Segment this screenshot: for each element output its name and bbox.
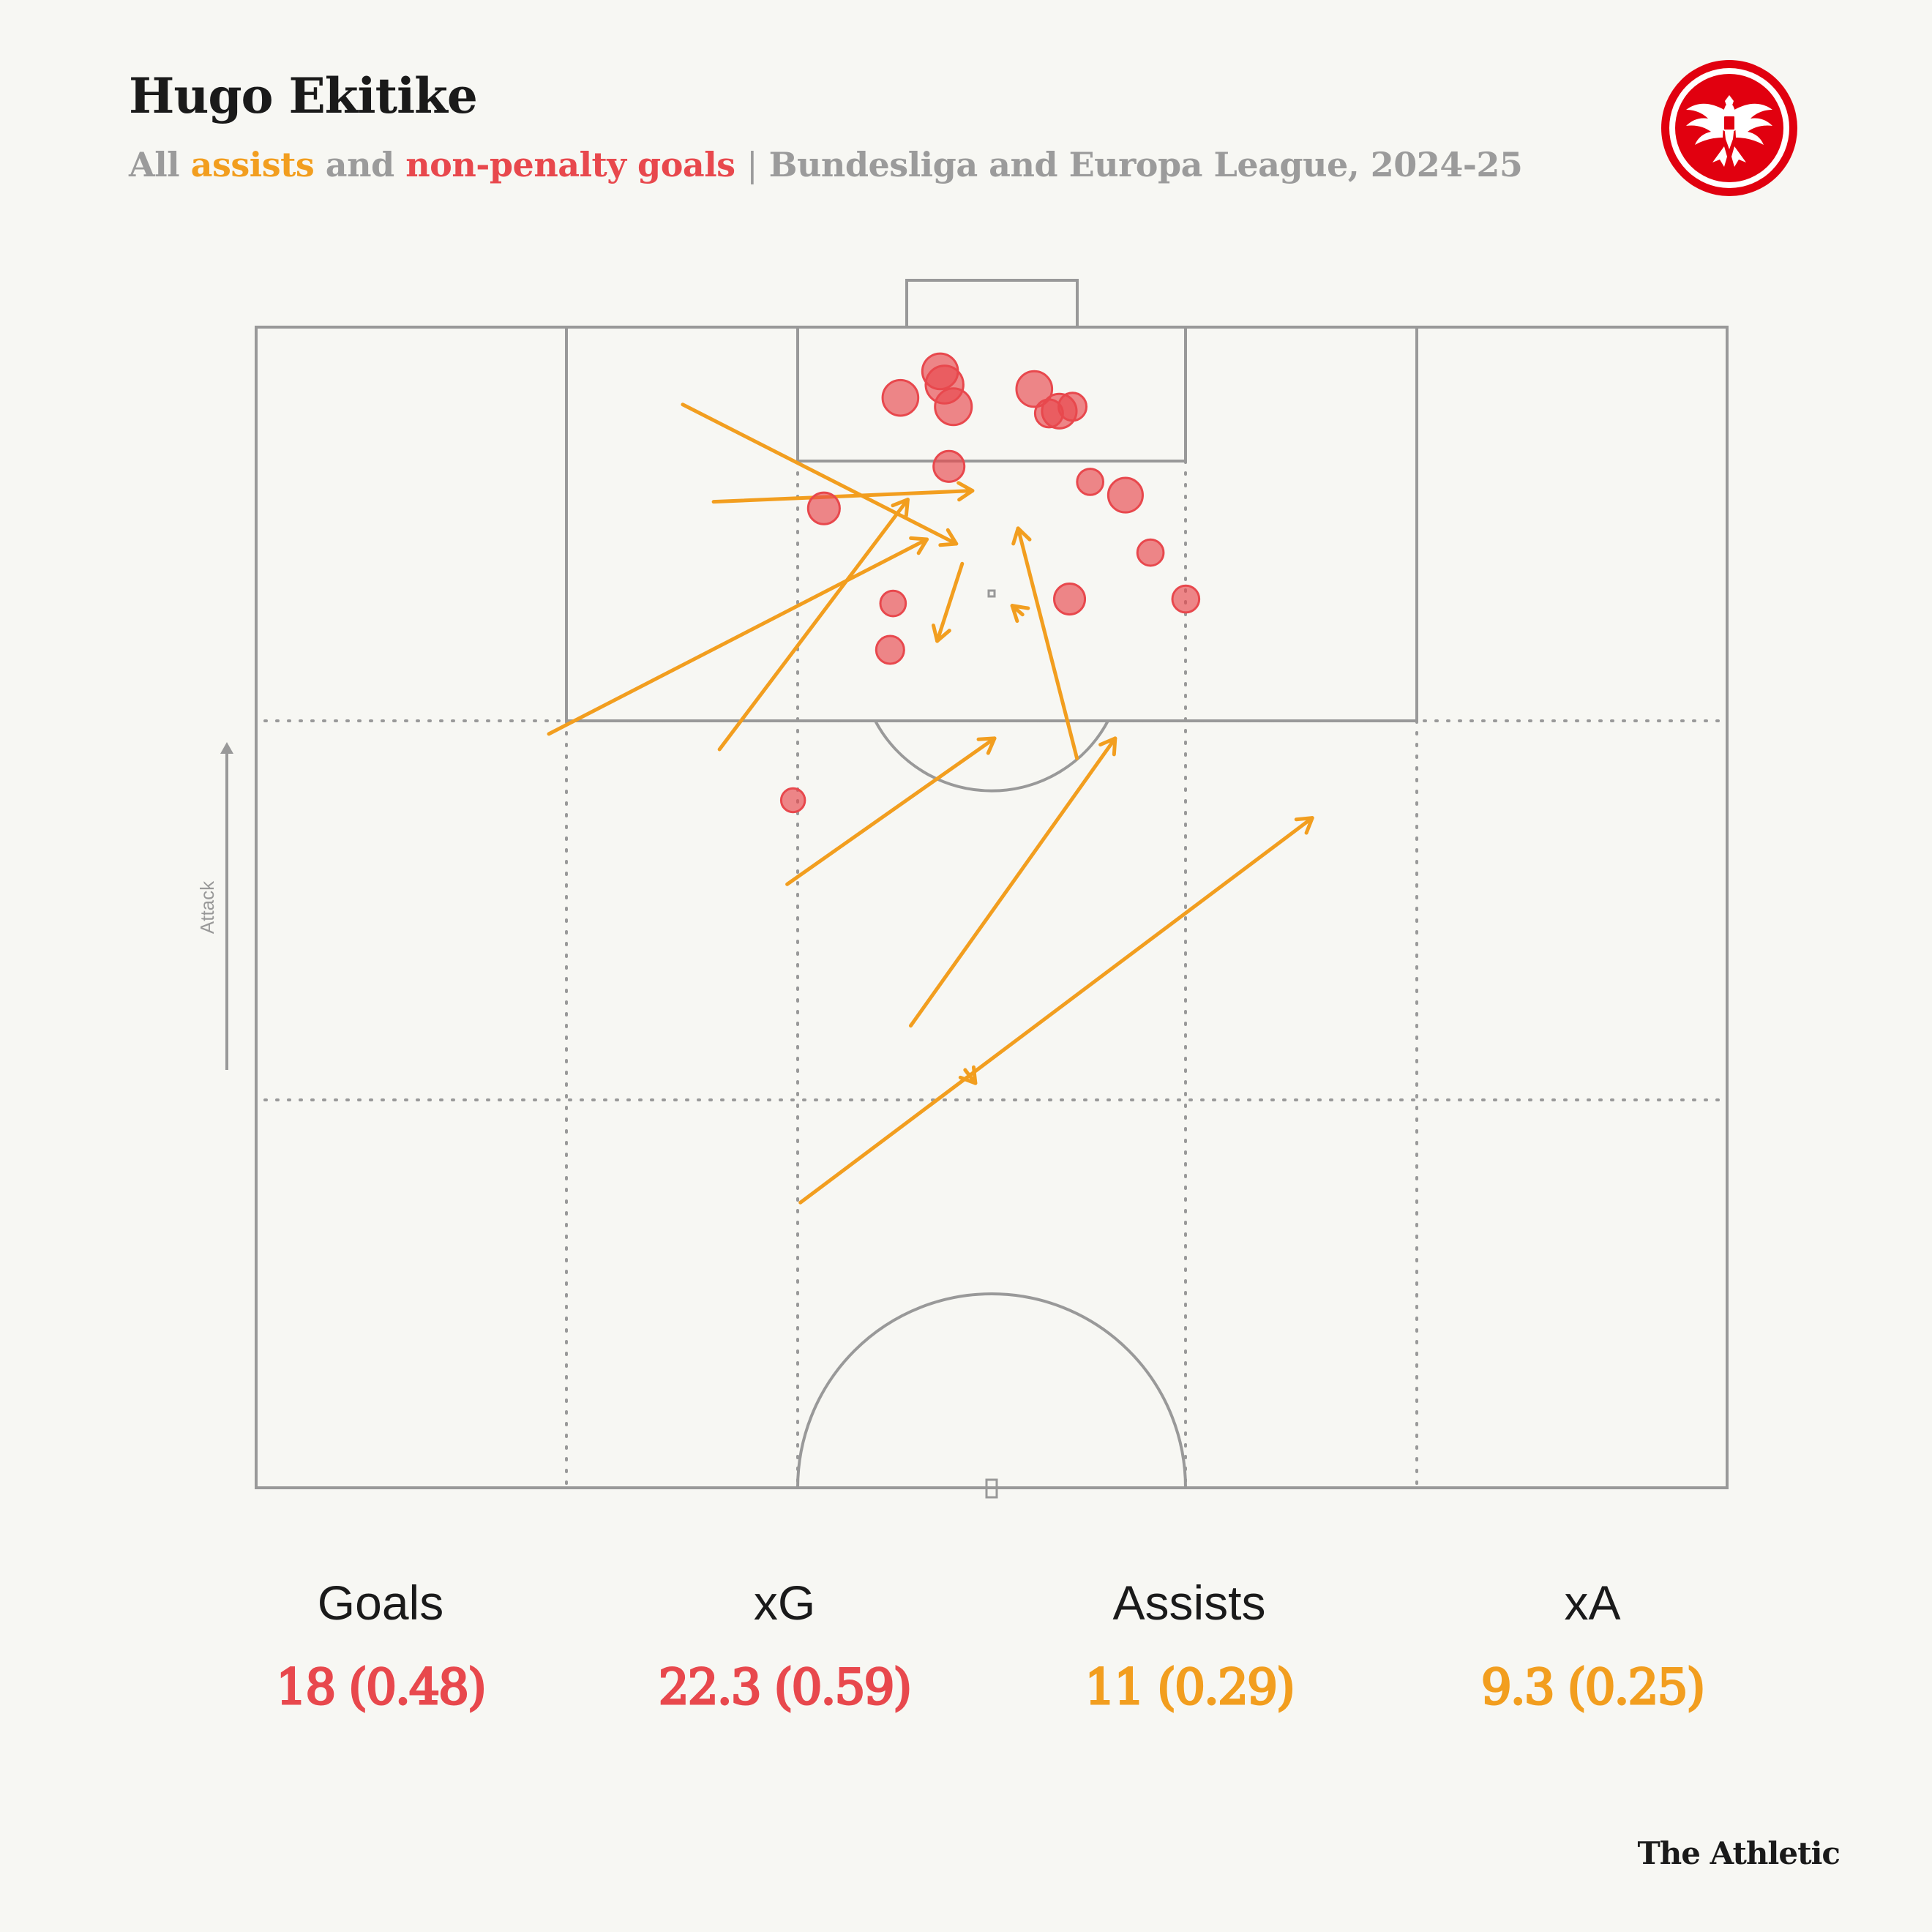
assist-arrowhead — [1098, 736, 1117, 757]
the-athletic-logo: The Athletic — [1637, 1835, 1841, 1871]
stat-label: xG — [753, 1576, 816, 1630]
goal-shot-dot — [1107, 476, 1144, 514]
stat-xg: xG 22.3 (0.59) — [602, 1573, 967, 1717]
goal-shot-dot — [779, 787, 806, 814]
assist-arrow — [798, 816, 1314, 1205]
goal-shot-dot — [1171, 584, 1201, 614]
stat-value: 22.3 (0.59) — [657, 1658, 913, 1717]
assist-arrowhead — [1294, 816, 1314, 835]
assist-arrow — [1010, 604, 1030, 624]
goal-shot-dot — [1053, 583, 1087, 616]
assist-arrow — [1011, 526, 1079, 760]
stat-value: 18 (0.48) — [275, 1658, 487, 1717]
assist-arrowhead — [958, 1065, 978, 1085]
subtitle-goals-legend: non-penalty goals — [405, 145, 735, 184]
stat-label: xA — [1564, 1576, 1621, 1630]
assist-line — [681, 402, 959, 546]
goal-shot-dot — [1076, 468, 1105, 496]
centre-circle — [796, 1292, 1187, 1489]
assist-line — [785, 736, 997, 886]
assist-arrow — [717, 498, 910, 752]
subtitle-competition: Bundesliga and Europa League, 2024-25 — [768, 145, 1523, 184]
stat-label: Goals — [317, 1576, 444, 1630]
assist-arrowhead — [976, 736, 997, 755]
goal-shot-dot — [879, 589, 907, 618]
subtitle-all: All — [129, 145, 180, 184]
goal-shot-dot — [875, 634, 905, 665]
assist-arrow — [958, 1065, 978, 1085]
assist-line — [717, 498, 910, 752]
assist-line — [711, 489, 975, 504]
goal — [905, 279, 1079, 329]
goal-shot-dot — [881, 378, 920, 417]
stat-assists: Assists 11 (0.29) — [1006, 1573, 1372, 1717]
goal-shot-dot — [932, 449, 966, 483]
pitch-lines — [255, 279, 1729, 1499]
assist-arrowhead — [1011, 526, 1032, 546]
stats-row: Goals 18 (0.48) xG 22.3 (0.59) Assists 1… — [0, 1573, 1932, 1756]
subtitle-separator: | — [746, 145, 758, 184]
subtitle-assists-legend: assists — [190, 145, 315, 184]
goal-shot-dot — [806, 491, 841, 525]
penalty-spot — [987, 589, 996, 598]
penalty-arc — [874, 720, 1109, 793]
stat-value: 9.3 (0.25) — [1480, 1658, 1706, 1717]
assist-line — [908, 736, 1117, 1028]
centre-spot — [985, 1478, 998, 1499]
assist-arrowhead — [938, 528, 959, 547]
assist-arrowhead — [909, 536, 929, 555]
assist-arrowhead — [956, 481, 975, 502]
goal-shot-dot — [934, 387, 973, 427]
penalty-box — [565, 326, 1418, 722]
goal-shot-dot — [1136, 538, 1165, 567]
eintracht-frankfurt-crest-icon — [1661, 60, 1797, 196]
assist-arrow — [931, 561, 965, 643]
chart-subtitle: All assists and non-penalty goals | Bund… — [129, 145, 1523, 184]
assist-line — [547, 537, 929, 736]
subtitle-and: and — [325, 145, 394, 184]
stat-label: Assists — [1112, 1576, 1266, 1630]
assist-arrowhead — [1010, 604, 1030, 624]
assist-arrow — [711, 481, 975, 504]
assist-arrow — [785, 736, 997, 886]
attack-direction: Attack — [196, 742, 233, 1070]
assist-arrowhead — [891, 498, 910, 518]
pitch-boundary — [255, 326, 1729, 1489]
stat-value: 11 (0.29) — [1084, 1658, 1296, 1717]
zone-gridlines — [263, 460, 1729, 1489]
stat-xa: xA 9.3 (0.25) — [1409, 1573, 1775, 1717]
assist-arrowhead — [931, 624, 951, 643]
assist-arrow — [681, 402, 959, 547]
goal-shots — [779, 352, 1201, 814]
assist-arrows — [547, 402, 1314, 1205]
assist-arrow — [547, 536, 929, 736]
six-yard-box — [796, 326, 1187, 463]
assist-line — [935, 561, 965, 643]
assist-arrow — [908, 736, 1117, 1028]
assist-line — [1016, 526, 1079, 760]
stat-goals: Goals 18 (0.48) — [198, 1573, 564, 1717]
attack-label: Attack — [196, 880, 218, 934]
assist-line — [798, 816, 1314, 1205]
goal-shot-dot — [1033, 398, 1064, 429]
goal-shot-dot — [1015, 370, 1054, 408]
chart-title: Hugo Ekitike — [129, 67, 478, 124]
arrow-head-icon — [220, 742, 233, 754]
